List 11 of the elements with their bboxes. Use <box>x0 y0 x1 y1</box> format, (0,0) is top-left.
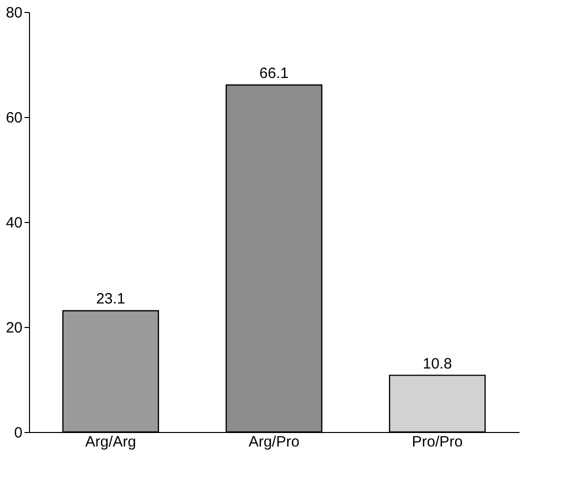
y-tick-label: 80 <box>6 4 22 22</box>
x-tick-label: Arg/Pro <box>248 434 300 450</box>
data-label: 23.1 <box>96 290 126 308</box>
y-tick-label: 0 <box>14 424 22 442</box>
x-tick-label: Arg/Arg <box>85 434 136 450</box>
y-tick-label: 20 <box>6 320 22 336</box>
data-label: 10.8 <box>422 355 452 372</box>
y-tick-label: 60 <box>6 110 22 126</box>
y-tick-label: 40 <box>6 214 22 232</box>
x-tick-label: Pro/Pro <box>412 434 463 450</box>
data-label: 66.1 <box>259 64 289 82</box>
